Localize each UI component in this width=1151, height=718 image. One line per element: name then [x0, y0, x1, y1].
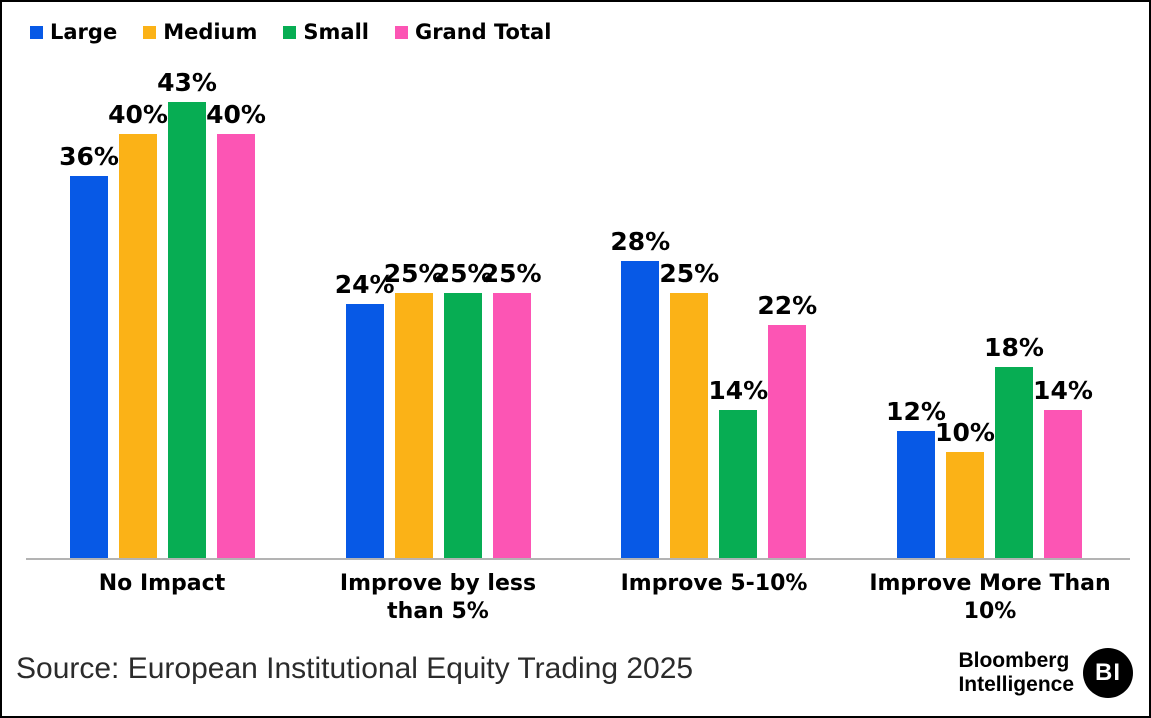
x-axis-line [26, 558, 1130, 560]
legend-swatch-large [30, 25, 43, 39]
bar-grand-total-improve-by-less-than-5 [492, 293, 531, 558]
bar-col-large-improve-by-less-than-5: 24% [335, 270, 395, 558]
bar-group-improve-5-10: 28% 25% 14% 22% [610, 227, 817, 558]
bar-value-label: 12% [886, 397, 946, 426]
bar-small-improve-more-than-10 [994, 367, 1033, 558]
bar-value-label: 40% [108, 100, 168, 129]
bar-col-grand-total-improve-more-than-10: 14% [1033, 376, 1093, 558]
category-label-improve-by-less-than-5: Improve by less than 5% [339, 571, 537, 624]
bar-col-large-improve-more-than-10: 12% [886, 397, 946, 558]
bloomberg-intelligence-logo: Bloomberg Intelligence BI [958, 648, 1133, 698]
bi-badge-icon: BI [1083, 648, 1133, 698]
legend-item-grand-total: Grand Total [394, 20, 552, 44]
logo-text: Bloomberg Intelligence [958, 649, 1074, 696]
logo-line2: Intelligence [958, 673, 1074, 696]
legend-item-medium: Medium [143, 20, 257, 44]
bar-large-improve-more-than-10 [896, 431, 935, 558]
bar-small-improve-5-10 [719, 410, 758, 558]
bar-col-grand-total-improve-5-10: 22% [757, 291, 817, 558]
bar-grand-total-no-impact [217, 134, 255, 558]
bar-value-label: 40% [206, 100, 266, 129]
legend: Large Medium Small Grand Total [30, 20, 551, 44]
bar-col-medium-improve-more-than-10: 10% [935, 418, 995, 558]
legend-label-medium: Medium [163, 20, 258, 44]
bar-grand-total-improve-more-than-10 [1043, 410, 1082, 558]
legend-label-large: Large [50, 20, 118, 44]
bar-group-no-impact: 36% 40% 43% 40% [59, 68, 266, 558]
bar-col-small-improve-5-10: 14% [708, 376, 768, 558]
bar-col-grand-total-improve-by-less-than-5: 25% [482, 259, 542, 558]
legend-swatch-medium [143, 25, 157, 39]
bar-value-label: 10% [935, 418, 995, 447]
plot-area: 36% 40% 43% 40% 24% 25% 25% 25% 28% 25% 14% 22% 12% 1… [59, 2, 1093, 558]
bar-col-small-improve-by-less-than-5: 25% [433, 259, 493, 558]
bar-medium-improve-more-than-10 [945, 452, 984, 558]
source-text: Source: European Institutional Equity Tr… [16, 652, 694, 685]
bar-col-large-no-impact: 36% [59, 142, 119, 558]
bar-large-improve-by-less-than-5 [345, 304, 384, 558]
bar-col-small-improve-more-than-10: 18% [984, 333, 1044, 558]
bar-col-medium-improve-by-less-than-5: 25% [384, 259, 444, 558]
bar-small-no-impact [168, 102, 206, 558]
bar-value-label: 36% [59, 142, 119, 171]
legend-swatch-small [283, 25, 297, 39]
bar-medium-improve-5-10 [670, 293, 709, 558]
bar-medium-improve-by-less-than-5 [394, 293, 433, 558]
category-label-improve-5-10: Improve 5-10% [620, 571, 808, 596]
category-label-no-impact: No Impact [98, 571, 226, 596]
bar-value-label: 25% [383, 259, 444, 288]
bar-value-label: 25% [432, 259, 493, 288]
bar-value-label: 24% [334, 270, 395, 299]
legend-label-small: Small [303, 20, 369, 44]
bar-large-no-impact [70, 176, 108, 558]
bar-value-label: 28% [610, 227, 671, 256]
bar-value-label: 25% [659, 259, 720, 288]
bar-value-label: 25% [481, 259, 542, 288]
bar-col-large-improve-5-10: 28% [610, 227, 670, 558]
bar-value-label: 14% [1033, 376, 1093, 405]
legend-item-small: Small [283, 20, 369, 44]
legend-label-grand-total: Grand Total [414, 20, 552, 44]
bar-group-improve-by-less-than-5: 24% 25% 25% 25% [335, 259, 542, 558]
bar-small-improve-by-less-than-5 [443, 293, 482, 558]
legend-item-large: Large [30, 20, 117, 44]
logo-line1: Bloomberg [958, 649, 1070, 673]
legend-swatch-grand-total [394, 25, 408, 39]
bar-col-medium-no-impact: 40% [108, 100, 168, 558]
bar-value-label: 14% [708, 376, 769, 405]
bar-col-small-no-impact: 43% [157, 68, 217, 558]
category-label-improve-more-than-10: Improve More Than 10% [869, 571, 1111, 624]
category-axis: No Impact Improve by less than 5% Improve … [24, 570, 1128, 625]
bar-medium-no-impact [119, 134, 157, 558]
bar-col-medium-improve-5-10: 25% [659, 259, 719, 558]
bar-grand-total-improve-5-10 [768, 325, 807, 558]
bar-value-label: 22% [757, 291, 818, 320]
bar-value-label: 43% [157, 68, 217, 97]
bar-group-improve-more-than-10: 12% 10% 18% 14% [886, 333, 1093, 558]
bar-value-label: 18% [984, 333, 1044, 362]
bar-col-grand-total-no-impact: 40% [206, 100, 266, 558]
bar-large-improve-5-10 [621, 261, 660, 558]
